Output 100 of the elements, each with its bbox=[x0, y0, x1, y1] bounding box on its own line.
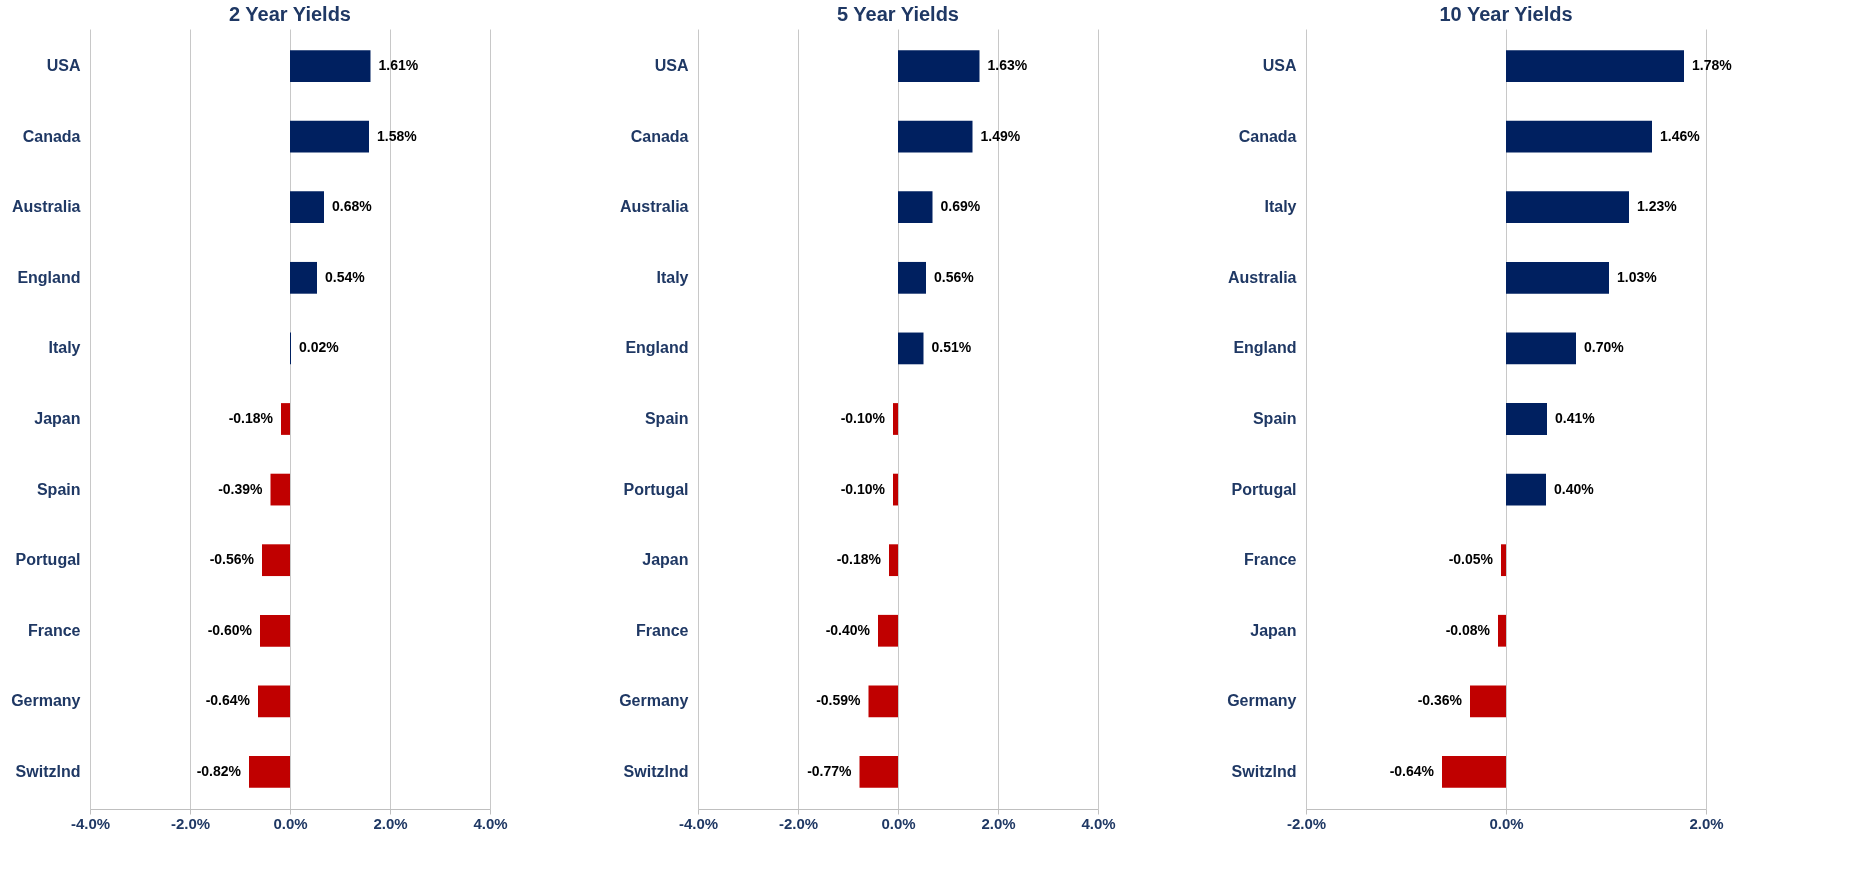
data-label: 1.78% bbox=[1692, 57, 1733, 74]
bar bbox=[898, 120, 973, 153]
data-label: 1.58% bbox=[377, 127, 418, 144]
data-label: 1.03% bbox=[1617, 268, 1658, 285]
x-tick-label: -2.0% bbox=[778, 814, 819, 832]
bar bbox=[898, 261, 926, 294]
bar bbox=[290, 50, 371, 82]
x-tick-label: -4.0% bbox=[678, 814, 719, 832]
bar bbox=[1442, 756, 1506, 788]
y-tick-label: Spain bbox=[644, 410, 689, 427]
chart-title: 2 Year Yields bbox=[229, 3, 351, 25]
chart-title: 5 Year Yields bbox=[837, 3, 959, 25]
data-label: 1.61% bbox=[378, 57, 419, 74]
y-tick-label: Japan bbox=[642, 551, 689, 569]
y-tick-label: Spain bbox=[1252, 410, 1297, 427]
bar bbox=[258, 685, 290, 718]
data-label: 0.68% bbox=[332, 198, 373, 215]
x-tick-label: 4.0% bbox=[473, 814, 508, 832]
y-tick-label: Portugal bbox=[15, 551, 81, 569]
data-label: -0.36% bbox=[1417, 692, 1463, 709]
y-tick-label: Switzlnd bbox=[1231, 762, 1297, 780]
data-label: -0.60% bbox=[207, 621, 253, 638]
y-tick-label: England bbox=[1233, 339, 1297, 357]
bar bbox=[1506, 403, 1547, 435]
data-label: -0.40% bbox=[825, 621, 871, 638]
data-label: -0.05% bbox=[1448, 551, 1494, 568]
y-tick-label: France bbox=[1244, 551, 1297, 569]
data-label: -0.59% bbox=[816, 692, 862, 709]
data-label: -0.18% bbox=[228, 410, 274, 426]
y-tick-label: Italy bbox=[48, 339, 81, 357]
bar bbox=[1498, 614, 1506, 647]
data-label: -0.82% bbox=[196, 762, 242, 779]
bar bbox=[878, 614, 898, 647]
data-label: -0.56% bbox=[209, 551, 255, 568]
y-tick-label: Japan bbox=[1250, 621, 1297, 639]
bar bbox=[1506, 261, 1609, 294]
data-label: 0.40% bbox=[1554, 480, 1595, 497]
x-tick-label: 2.0% bbox=[981, 814, 1016, 832]
bar bbox=[868, 685, 898, 718]
data-label: 1.49% bbox=[980, 127, 1021, 144]
y-tick-label: USA bbox=[1262, 57, 1297, 75]
bar bbox=[859, 756, 898, 788]
y-tick-label: Japan bbox=[34, 410, 81, 427]
data-label: 1.46% bbox=[1660, 127, 1701, 144]
bar bbox=[1470, 685, 1506, 718]
y-tick-label: Portugal bbox=[623, 480, 689, 498]
y-tick-label: Germany bbox=[11, 692, 81, 710]
bar bbox=[898, 191, 933, 224]
chart-title: 10 Year Yields bbox=[1439, 3, 1573, 25]
x-tick-label: -2.0% bbox=[1286, 814, 1327, 832]
data-label: -0.64% bbox=[1389, 762, 1435, 779]
data-label: -0.64% bbox=[205, 692, 251, 709]
bar bbox=[290, 120, 369, 153]
bar bbox=[290, 191, 324, 224]
data-label: 1.63% bbox=[987, 57, 1028, 74]
bar bbox=[1506, 120, 1652, 153]
x-tick-label: 0.0% bbox=[881, 814, 916, 832]
data-label: 0.02% bbox=[299, 339, 340, 356]
data-label: -0.39% bbox=[218, 480, 264, 497]
bar bbox=[1506, 50, 1684, 82]
data-label: 0.56% bbox=[934, 268, 975, 285]
bar bbox=[1501, 544, 1506, 577]
x-tick-label: 4.0% bbox=[1081, 814, 1116, 832]
x-tick-label: 0.0% bbox=[273, 814, 308, 832]
data-label: 0.41% bbox=[1555, 410, 1596, 426]
bar bbox=[893, 473, 898, 506]
y-tick-label: Australia bbox=[12, 198, 81, 216]
y-tick-label: Australia bbox=[1228, 268, 1297, 286]
data-label: -0.10% bbox=[840, 480, 886, 497]
x-tick-label: -2.0% bbox=[170, 814, 211, 832]
bar bbox=[1506, 191, 1629, 224]
y-tick-label: France bbox=[28, 621, 81, 639]
bar bbox=[893, 403, 898, 435]
y-tick-label: Spain bbox=[36, 480, 81, 498]
bar bbox=[1506, 332, 1576, 365]
data-label: -0.08% bbox=[1445, 621, 1491, 638]
x-tick-label: 2.0% bbox=[373, 814, 408, 832]
x-tick-label: 2.0% bbox=[1689, 814, 1724, 832]
data-label: -0.18% bbox=[836, 551, 882, 568]
y-tick-label: Switzlnd bbox=[15, 762, 81, 780]
bar bbox=[262, 544, 290, 577]
x-tick-label: 0.0% bbox=[1489, 814, 1524, 832]
x-tick-label: -4.0% bbox=[70, 814, 111, 832]
y-tick-label: England bbox=[625, 339, 689, 357]
data-label: 0.70% bbox=[1584, 339, 1625, 356]
bar bbox=[889, 544, 898, 577]
y-tick-label: Italy bbox=[656, 268, 689, 286]
y-tick-label: USA bbox=[46, 57, 81, 75]
data-label: 0.54% bbox=[325, 268, 366, 285]
bar bbox=[1506, 473, 1546, 506]
y-tick-label: Canada bbox=[1238, 127, 1297, 145]
y-tick-label: France bbox=[636, 621, 689, 639]
data-label: 0.69% bbox=[940, 198, 981, 215]
bar bbox=[249, 756, 290, 788]
y-tick-label: USA bbox=[654, 57, 689, 75]
bar bbox=[290, 261, 317, 294]
bar bbox=[281, 403, 290, 435]
data-label: -0.77% bbox=[807, 762, 853, 779]
y-tick-label: Germany bbox=[619, 692, 689, 710]
y-tick-label: Italy bbox=[1264, 198, 1297, 216]
